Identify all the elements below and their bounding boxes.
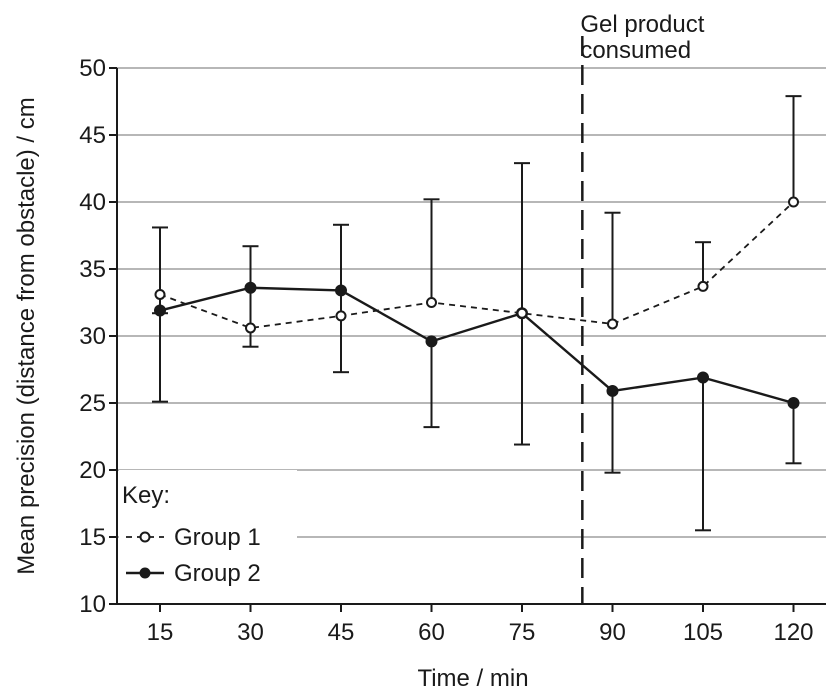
data-point bbox=[335, 310, 347, 322]
y-tick-label: 45 bbox=[79, 122, 106, 149]
annotation-line-2: consumed bbox=[580, 37, 691, 64]
data-point bbox=[245, 322, 256, 334]
error-bar bbox=[785, 95, 802, 202]
legend-swatch-marker bbox=[139, 567, 151, 579]
error-bar bbox=[785, 403, 802, 465]
legend-item: Group 2 bbox=[126, 560, 261, 587]
data-point bbox=[516, 307, 528, 319]
annotation-layer: Gel product consumed bbox=[580, 11, 705, 604]
legend-title: Key: bbox=[122, 482, 170, 509]
x-tick-label: 30 bbox=[237, 619, 264, 646]
error-bar bbox=[333, 223, 349, 374]
grid-lines bbox=[117, 67, 826, 538]
x-tick-label: 90 bbox=[599, 619, 626, 646]
error-bar bbox=[152, 226, 168, 315]
x-tick-label: 45 bbox=[328, 619, 355, 646]
y-axis-label: Mean precision (distance from obstacle) … bbox=[13, 97, 40, 575]
x-axis-label: Time / min bbox=[417, 665, 528, 692]
series bbox=[152, 95, 802, 532]
legend-swatch-marker bbox=[139, 531, 151, 543]
error-bar bbox=[514, 162, 530, 446]
legend-items: Group 1 Group 2 bbox=[126, 524, 261, 587]
series-2 bbox=[152, 162, 802, 532]
legend: Key: Group 1 Group 2 bbox=[119, 470, 297, 592]
x-tick-label: 75 bbox=[509, 619, 536, 646]
error-bar bbox=[423, 198, 440, 303]
error-bar bbox=[152, 310, 168, 403]
y-tick-label: 20 bbox=[79, 457, 106, 484]
y-tick-label: 10 bbox=[79, 591, 106, 618]
error-bar bbox=[423, 341, 440, 429]
y-tick-label: 35 bbox=[79, 256, 106, 283]
x-tick-label: 120 bbox=[773, 619, 813, 646]
y-tick-label: 50 bbox=[79, 55, 106, 82]
data-point bbox=[787, 397, 800, 409]
y-tick-label: 25 bbox=[79, 390, 106, 417]
data-point bbox=[607, 318, 618, 330]
data-point bbox=[606, 384, 619, 397]
series-line bbox=[159, 286, 794, 405]
data-point bbox=[697, 371, 709, 384]
error-bar bbox=[695, 241, 711, 287]
ticks: 10 15 20 25 30 35 40 45 50 15 30 45 60 75 90 105 120 bbox=[79, 55, 813, 646]
data-point bbox=[425, 335, 438, 348]
legend-label: Group 2 bbox=[174, 560, 261, 587]
data-point bbox=[697, 280, 709, 292]
x-tick-label: 60 bbox=[418, 619, 445, 646]
legend-label: Group 1 bbox=[174, 524, 261, 551]
y-tick-label: 30 bbox=[79, 323, 106, 350]
series-1 bbox=[152, 95, 802, 374]
annotation-line-1: Gel product bbox=[580, 11, 704, 38]
x-tick-label: 15 bbox=[147, 619, 174, 646]
data-point bbox=[154, 288, 166, 300]
x-tick-label: 105 bbox=[683, 619, 723, 646]
series-line bbox=[159, 201, 795, 329]
legend-item: Group 1 bbox=[126, 524, 261, 551]
y-tick-label: 40 bbox=[79, 189, 106, 216]
y-tick-label: 15 bbox=[79, 524, 106, 551]
error-bar bbox=[695, 377, 711, 532]
data-point bbox=[426, 297, 437, 308]
error-bar bbox=[604, 211, 621, 324]
error-bar bbox=[604, 390, 621, 474]
data-point bbox=[788, 196, 799, 208]
